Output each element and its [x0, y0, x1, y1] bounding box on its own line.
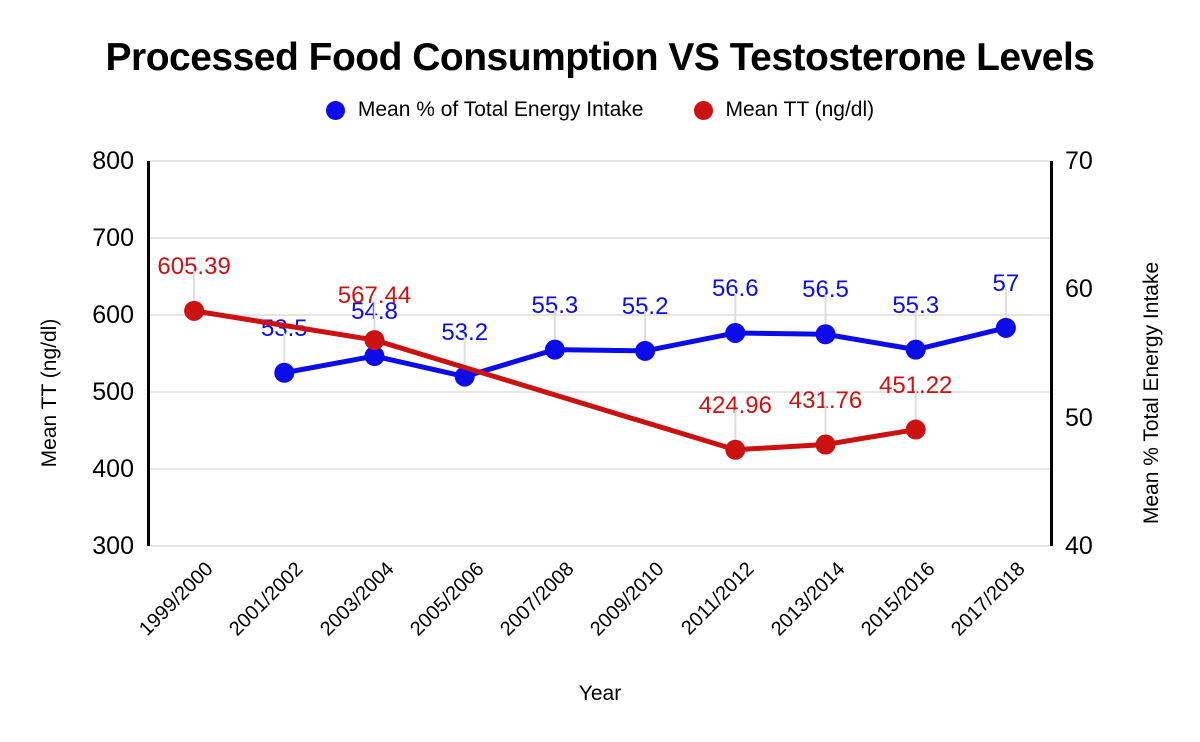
data-point-marker	[725, 322, 746, 343]
chart-title: Processed Food Consumption VS Testostero…	[105, 36, 1096, 79]
legend-item-mean-tt: Mean TT (ng/dl)	[693, 98, 875, 122]
data-point-label: 424.96	[698, 391, 772, 419]
data-point-marker	[905, 339, 926, 360]
y-axis-tick-label: 300	[92, 532, 134, 560]
data-point-label: 53.2	[441, 318, 489, 346]
data-point-marker	[725, 439, 746, 460]
data-point-marker	[905, 419, 926, 440]
data-point-marker	[364, 330, 385, 351]
data-point-label: 567.44	[337, 282, 412, 310]
right-axis-title: Mean % Total Energy Intake	[1140, 261, 1163, 525]
data-point-marker	[815, 324, 836, 345]
gridline	[149, 545, 1051, 547]
data-point-marker	[544, 339, 565, 360]
y2-axis-tick-label: 60	[1065, 275, 1093, 304]
data-point-marker	[635, 340, 656, 361]
legend-label: Mean TT (ng/dl)	[725, 98, 875, 121]
data-point-marker	[454, 366, 475, 387]
y2-axis-tick-label: 40	[1065, 532, 1093, 560]
right-axis-spine	[1050, 161, 1053, 546]
data-point-marker	[184, 300, 205, 321]
y2-axis-tick-label: 70	[1065, 147, 1093, 175]
data-point-label: 55.2	[621, 292, 669, 320]
data-point-label: 56.6	[711, 274, 759, 302]
data-point-marker	[364, 346, 385, 367]
gridline	[149, 160, 1051, 162]
legend: Mean % of Total Energy Intake Mean TT (n…	[0, 98, 1200, 122]
gridline	[149, 468, 1051, 470]
y-axis-tick-label: 500	[92, 378, 134, 406]
y-axis-tick-label: 400	[92, 455, 134, 483]
y-axis-tick-label: 600	[92, 301, 134, 329]
data-point-marker	[815, 434, 836, 455]
data-point-label: 451.22	[878, 371, 953, 399]
gridline	[149, 237, 1051, 239]
data-point-label: 53.5	[260, 314, 308, 342]
y-axis-tick-label: 800	[92, 147, 134, 175]
data-point-label: 57	[992, 269, 1020, 297]
x-axis-title: Year	[578, 682, 622, 705]
data-point-label: 55.3	[892, 291, 940, 319]
data-point-label: 431.76	[788, 386, 863, 414]
legend-dot-blue	[325, 100, 345, 120]
y-axis-tick-label: 700	[92, 224, 134, 252]
y2-axis-tick-label: 50	[1065, 403, 1093, 432]
series-line	[283, 325, 1007, 380]
data-point-label: 56.5	[802, 276, 849, 304]
data-point-marker	[995, 317, 1016, 338]
data-point-marker	[274, 362, 295, 383]
series-plot	[184, 270, 1016, 460]
left-axis-spine	[147, 161, 150, 546]
legend-item-energy-intake: Mean % of Total Energy Intake	[325, 98, 644, 122]
legend-label: Mean % of Total Energy Intake	[357, 98, 644, 121]
data-point-label: 605.39	[157, 252, 231, 280]
legend-dot-red	[693, 100, 713, 120]
data-point-label: 55.3	[531, 291, 579, 319]
